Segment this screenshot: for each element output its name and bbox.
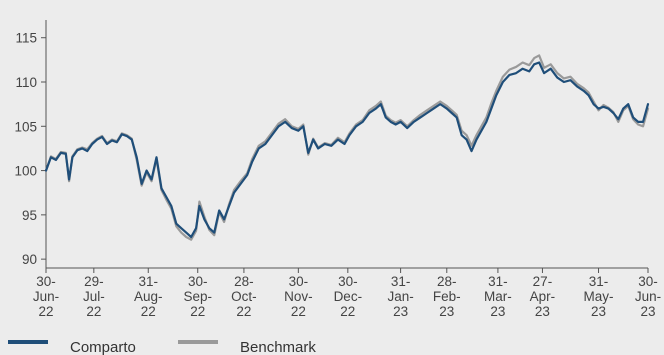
series-line-comparto xyxy=(44,61,650,239)
x-tick-label: 30-Dec-22 xyxy=(334,274,363,319)
y-tick-label: 95 xyxy=(22,208,37,223)
x-tick-label: 30-Nov-22 xyxy=(284,274,313,319)
x-tick-label: 27-Apr-23 xyxy=(530,274,556,319)
y-tick-label: 105 xyxy=(14,119,37,134)
x-tick-label: 31-Jan-23 xyxy=(387,274,413,319)
series-line-benchmark xyxy=(44,54,650,241)
y-axis-ticks xyxy=(41,37,46,260)
x-tick-label: 30-Jun-22 xyxy=(33,274,59,319)
y-tick-label: 115 xyxy=(15,31,37,46)
x-axis-labels: 30-Jun-22 29-Jul-22 31-Aug-22 30-Sep-22 28-O… xyxy=(33,274,661,319)
y-axis-labels: 90 95 100 105 110 115 xyxy=(14,31,37,267)
y-tick-label: 90 xyxy=(22,252,37,267)
y-tick-label: 110 xyxy=(15,75,37,90)
x-tick-label: 31-Mar-23 xyxy=(484,274,512,319)
x-tick-label: 31-May-23 xyxy=(584,274,614,319)
x-tick-label: 31-Aug-22 xyxy=(134,274,163,319)
legend-label-benchmark: Benchmark xyxy=(240,339,316,355)
x-tick-label: 28-Feb-23 xyxy=(433,274,461,319)
y-tick-label: 100 xyxy=(14,164,37,179)
legend: Comparto Benchmark xyxy=(8,339,316,355)
x-axis-ticks xyxy=(45,268,649,273)
legend-label-comparto: Comparto xyxy=(70,339,136,355)
legend-swatch-comparto xyxy=(8,340,48,344)
legend-swatch-benchmark xyxy=(178,340,218,344)
x-tick-label: 29-Jul-22 xyxy=(83,274,105,319)
x-tick-label: 28-Oct-22 xyxy=(231,274,257,319)
series-lines xyxy=(44,54,650,241)
x-tick-label: 30-Sep-22 xyxy=(183,274,212,319)
x-tick-label: 30-Jun-23 xyxy=(635,274,661,319)
